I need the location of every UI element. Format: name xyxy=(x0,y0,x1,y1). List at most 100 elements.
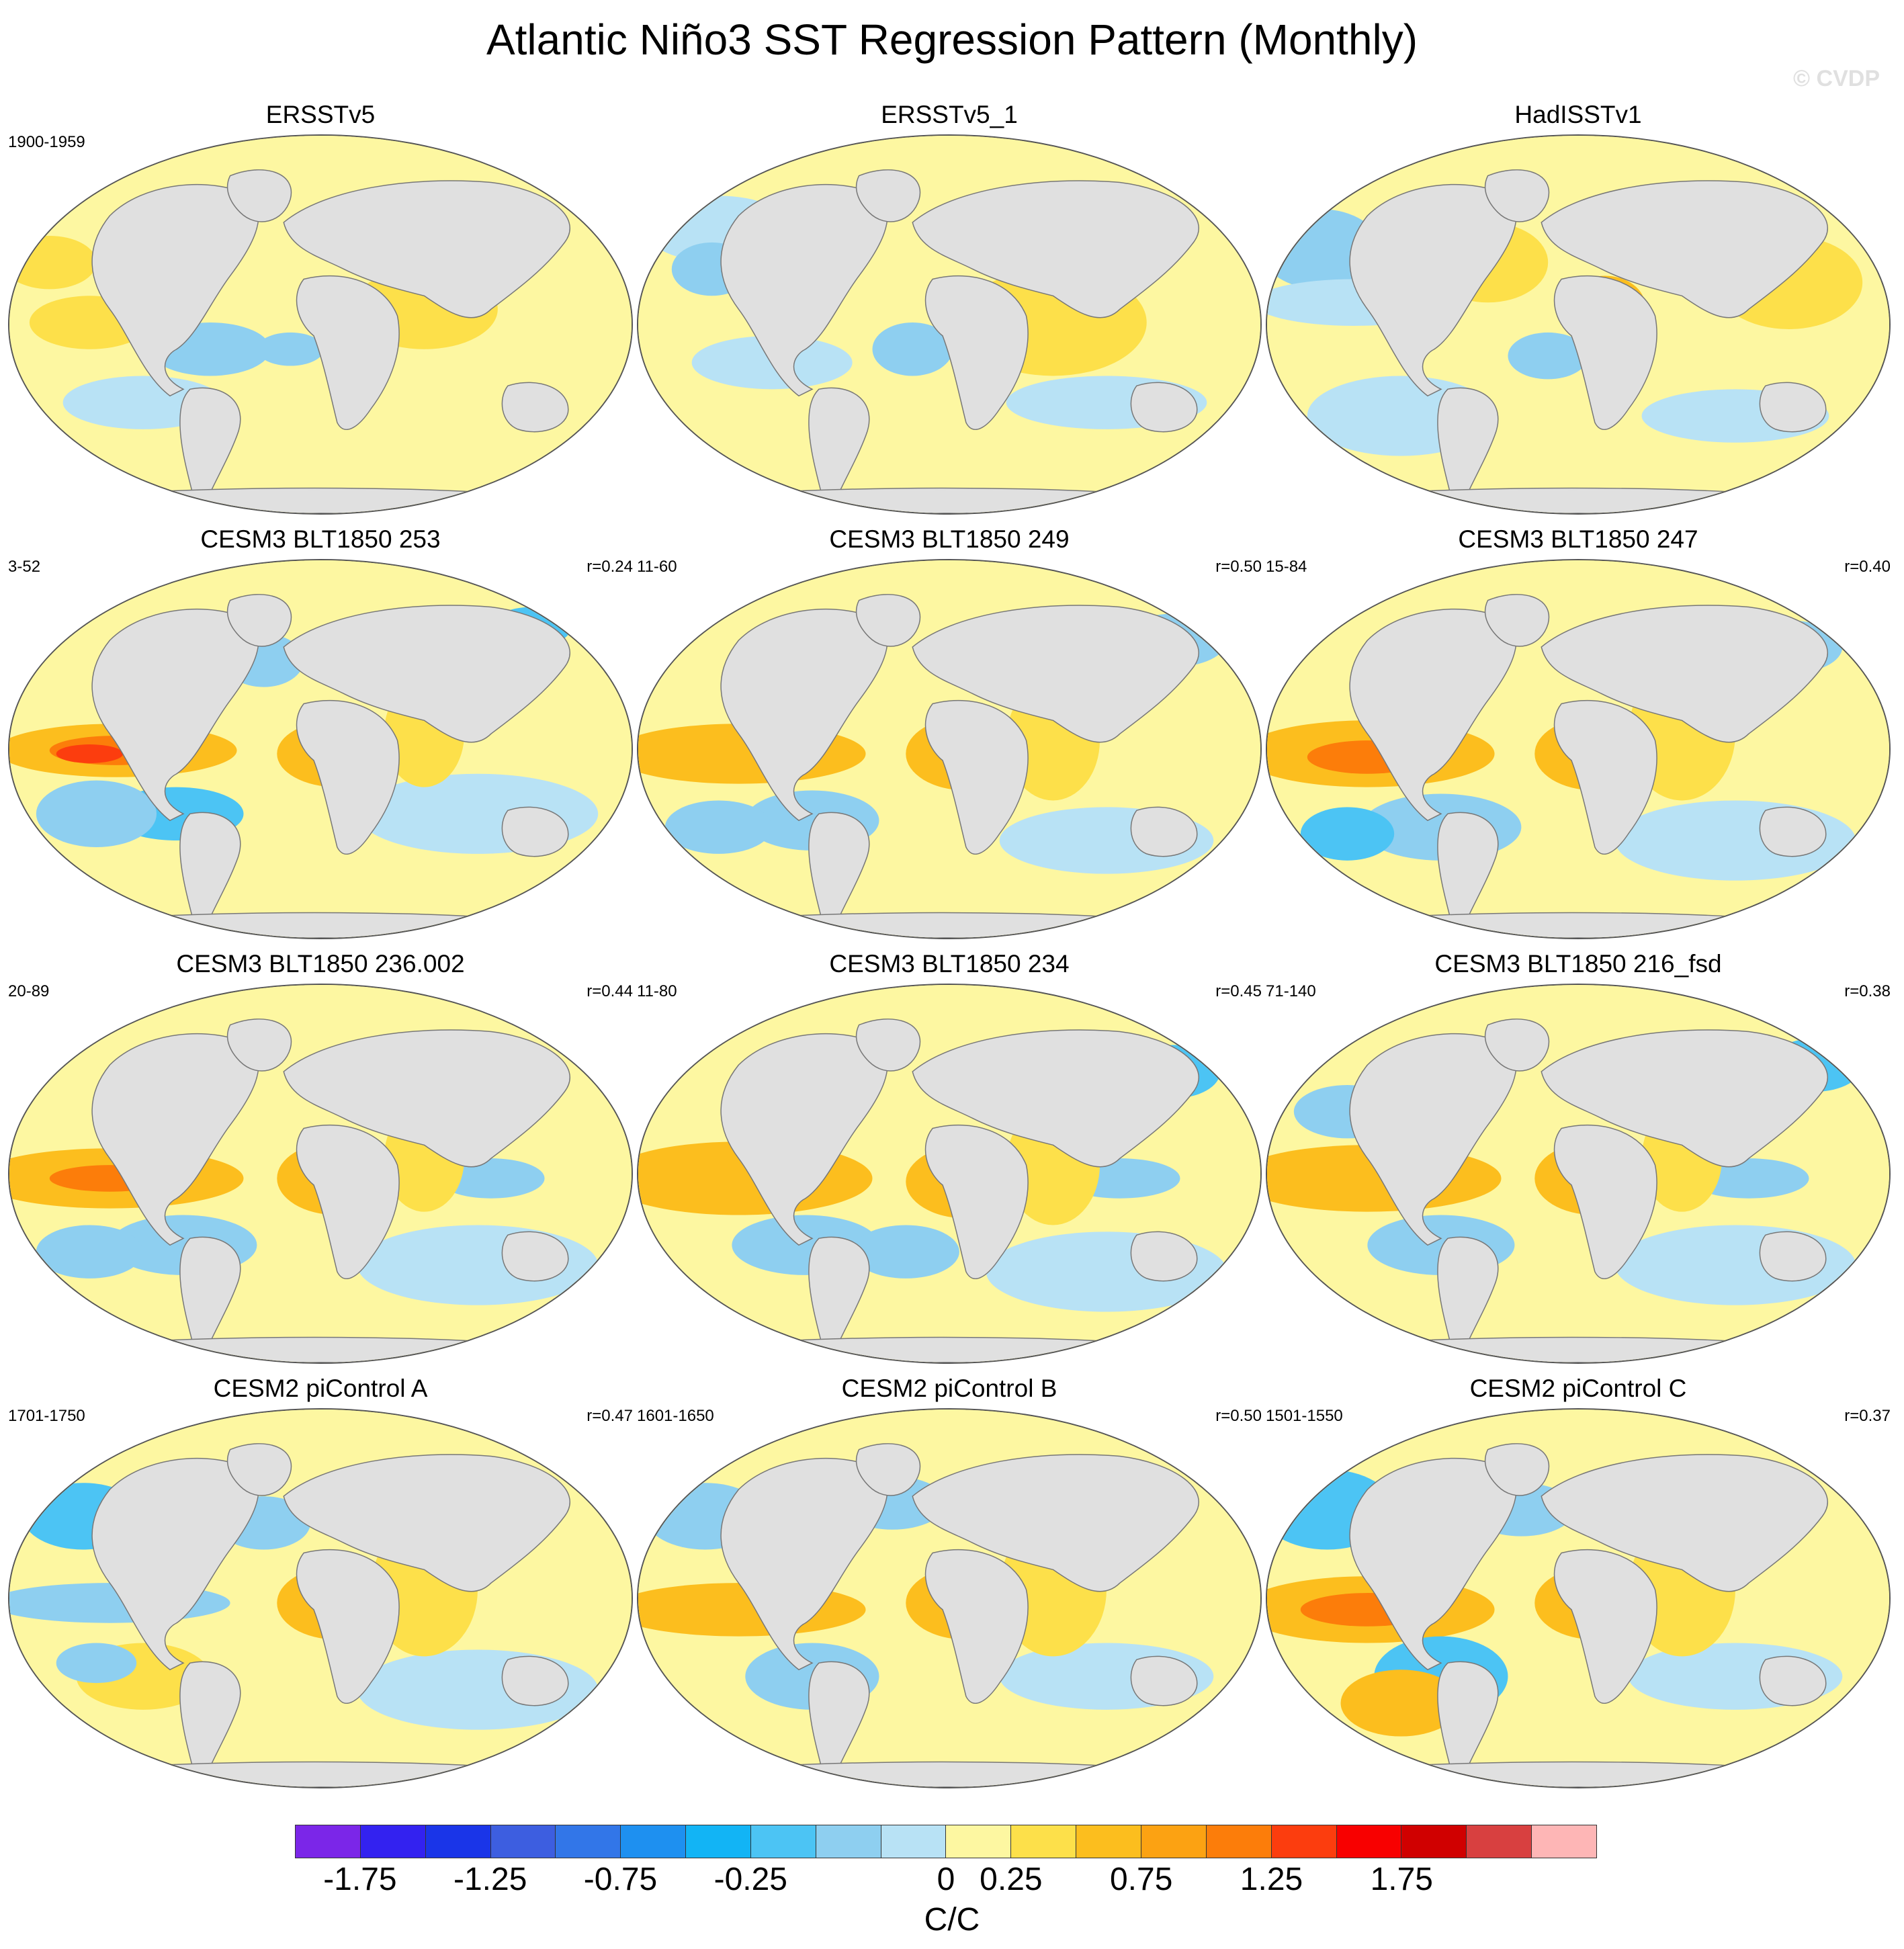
panel-title: CESM3 BLT1850 216_fsd xyxy=(1434,950,1722,978)
land-mass xyxy=(924,275,1029,430)
land-mass xyxy=(1553,1124,1657,1279)
colorbar-label: C/C xyxy=(924,1902,980,1938)
colorbar-segment xyxy=(1141,1825,1207,1858)
cvdp-credit: © CVDP xyxy=(1793,66,1880,91)
colorbar-segment xyxy=(946,1825,1012,1858)
colorbar-tick-label: -1.75 xyxy=(323,1862,397,1897)
panel-years-label: 11-60 xyxy=(637,558,677,576)
colorbar-segment xyxy=(360,1825,426,1858)
panel-title: CESM2 piControl A xyxy=(213,1375,428,1402)
colorbar-tick-label: 0 xyxy=(937,1862,955,1897)
panel-years-label: 15-84 xyxy=(1266,558,1307,576)
land-mass xyxy=(226,169,292,222)
map-panel: CESM3 BLT1850 249 11-60 r=0.50 xyxy=(637,525,1262,949)
land-mass xyxy=(226,1443,292,1496)
land-mass xyxy=(1759,382,1827,433)
colorbar-segment xyxy=(556,1825,621,1858)
colorbar-tick-label: 1.75 xyxy=(1370,1862,1433,1897)
map-panel: CESM3 BLT1850 216_fsd 71-140 r=0.38 xyxy=(1266,950,1891,1373)
sst-anomaly-region xyxy=(56,1643,137,1684)
land-mass xyxy=(924,1124,1029,1279)
world-map xyxy=(8,134,633,515)
panel-title: CESM3 BLT1850 249 xyxy=(829,525,1070,553)
map-panel: ERSSTv5_1 xyxy=(637,101,1262,524)
world-map xyxy=(637,134,1262,515)
colorbar-segment xyxy=(1401,1825,1467,1858)
map-panel: HadISSTv1 xyxy=(1266,101,1891,524)
colorbar-segment xyxy=(1076,1825,1141,1858)
sst-anomaly-region xyxy=(664,800,773,854)
land-mass xyxy=(912,180,1199,318)
map-panel: CESM2 piControl B 1601-1650 r=0.50 xyxy=(637,1375,1262,1798)
land-mass xyxy=(9,912,632,938)
land-mass xyxy=(912,605,1199,743)
land-mass xyxy=(1130,1231,1198,1282)
land-mass xyxy=(1130,1655,1198,1706)
panel-title: CESM3 BLT1850 234 xyxy=(829,950,1070,978)
land-mass xyxy=(912,1454,1199,1592)
land-mass xyxy=(1553,699,1657,855)
panel-correlation-label: r=0.38 xyxy=(1844,982,1891,1000)
sst-anomaly-region xyxy=(1508,332,1588,380)
panel-correlation-label: r=0.45 xyxy=(1215,982,1262,1000)
land-mass xyxy=(1484,1019,1550,1072)
sst-anomaly-region xyxy=(1300,807,1395,861)
colorbar xyxy=(295,1825,1597,1858)
sst-anomaly-region xyxy=(1340,1670,1461,1737)
land-mass xyxy=(296,1549,400,1704)
world-map xyxy=(637,1408,1262,1788)
colorbar-tick-label: -1.25 xyxy=(453,1862,527,1897)
land-mass xyxy=(9,1336,632,1362)
panel-correlation-label: r=0.40 xyxy=(1844,558,1891,576)
panel-title: ERSSTv5 xyxy=(265,101,376,128)
panel-years-label: 11-80 xyxy=(637,982,677,1000)
colorbar-tick-label: 0.25 xyxy=(980,1862,1043,1897)
panel-title: CESM2 piControl B xyxy=(841,1375,1057,1402)
panel-correlation-label: r=0.44 xyxy=(587,982,633,1000)
sst-anomaly-region xyxy=(437,1158,545,1199)
land-mass xyxy=(912,1029,1199,1168)
land-mass xyxy=(924,1549,1029,1704)
land-mass xyxy=(283,1454,570,1592)
panel-title: CESM2 piControl C xyxy=(1469,1375,1687,1402)
land-mass xyxy=(1130,806,1198,857)
panel-correlation-label: r=0.50 xyxy=(1215,558,1262,576)
sst-anomaly-region xyxy=(852,1225,959,1279)
land-mass xyxy=(1484,1443,1550,1496)
land-mass xyxy=(1267,1761,1889,1787)
land-mass xyxy=(1553,1549,1657,1704)
panel-title: CESM3 BLT1850 236.002 xyxy=(176,950,465,978)
sst-anomaly-region xyxy=(257,332,324,366)
land-mass xyxy=(638,1761,1260,1787)
land-mass xyxy=(283,180,570,318)
panel-title: CESM3 BLT1850 247 xyxy=(1458,525,1698,553)
world-map xyxy=(8,1408,633,1788)
map-panel: CESM2 piControl A 1701-1750 r=0.47 xyxy=(8,1375,633,1798)
world-map xyxy=(637,984,1262,1364)
land-mass xyxy=(501,806,569,857)
colorbar-segment xyxy=(490,1825,556,1858)
land-mass xyxy=(501,1655,569,1706)
land-mass xyxy=(1759,806,1827,857)
land-mass xyxy=(296,1124,400,1279)
panel-years-label: 1601-1650 xyxy=(637,1407,714,1425)
colorbar-segment xyxy=(1336,1825,1402,1858)
panel-years-label: 1701-1750 xyxy=(8,1407,85,1425)
colorbar-tick-label: 0.75 xyxy=(1109,1862,1173,1897)
land-mass xyxy=(501,382,569,433)
land-mass xyxy=(1484,169,1550,222)
land-mass xyxy=(1541,1454,1828,1592)
land-mass xyxy=(283,605,570,743)
colorbar-segment xyxy=(1467,1825,1532,1858)
land-mass xyxy=(855,169,921,222)
land-mass xyxy=(1267,487,1889,513)
world-map xyxy=(1266,134,1891,515)
land-mass xyxy=(1759,1655,1827,1706)
colorbar-segment xyxy=(621,1825,687,1858)
sst-anomaly-region xyxy=(872,322,953,376)
colorbar-segment xyxy=(425,1825,491,1858)
land-mass xyxy=(855,1443,921,1496)
panel-years-label: 1900-1959 xyxy=(8,133,85,151)
land-mass xyxy=(9,1761,632,1787)
land-mass xyxy=(9,487,632,513)
